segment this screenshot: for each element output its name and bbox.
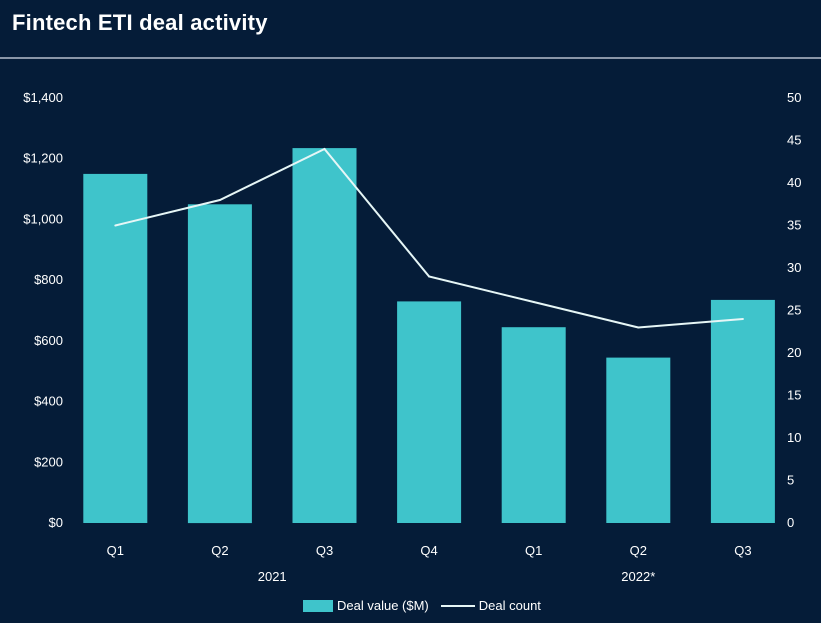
y-right-tick-label: 20 bbox=[787, 345, 801, 360]
legend-label-deal-value: Deal value ($M) bbox=[337, 598, 429, 613]
y-right-tick-label: 30 bbox=[787, 260, 801, 275]
y-right-tick-label: 35 bbox=[787, 218, 801, 233]
bar-deal-value-7 bbox=[710, 299, 775, 523]
legend: Deal value ($M) Deal count bbox=[303, 598, 541, 613]
y-right-tick-label: 15 bbox=[787, 388, 801, 403]
x-tick-label: Q1 bbox=[107, 543, 124, 558]
y-left-tick-label: $1,200 bbox=[23, 151, 63, 166]
point-deal-count-6 bbox=[637, 326, 640, 329]
y-right-tick-label: 50 bbox=[787, 90, 801, 105]
y-left-tick-label: $0 bbox=[49, 515, 63, 530]
legend-swatch-deal-count bbox=[440, 604, 475, 607]
line-layer bbox=[114, 147, 744, 329]
x-axis: Q1 Q2 Q3 Q4 Q1 Q2 Q3 2021 2022* bbox=[107, 543, 752, 584]
bar-deal-value-3 bbox=[292, 148, 357, 523]
x-tick-label: Q2 bbox=[630, 543, 647, 558]
left-axis: $0 $200 $400 $600 $800 $1,000 $1,200 $1,400 bbox=[23, 90, 63, 530]
point-deal-count-4 bbox=[428, 275, 431, 278]
x-tick-label: Q4 bbox=[420, 543, 437, 558]
x-group-label: 2022* bbox=[621, 569, 655, 584]
y-left-tick-label: $400 bbox=[34, 394, 63, 409]
point-deal-count-5 bbox=[532, 301, 535, 303]
bar-deal-value-6 bbox=[606, 357, 671, 523]
y-left-tick-label: $800 bbox=[34, 272, 63, 287]
y-right-tick-label: 0 bbox=[787, 515, 794, 530]
y-right-tick-label: 40 bbox=[787, 175, 801, 190]
bar-deal-value-4 bbox=[397, 301, 462, 523]
right-axis: 0 5 10 15 20 25 30 35 40 45 50 bbox=[787, 90, 801, 530]
y-right-tick-label: 45 bbox=[787, 133, 801, 148]
bar-deal-value-2 bbox=[187, 204, 252, 524]
bar-deal-value-1 bbox=[83, 173, 148, 523]
x-tick-label: Q3 bbox=[734, 543, 751, 558]
y-left-tick-label: $1,400 bbox=[23, 90, 63, 105]
chart-title: Fintech ETI deal activity bbox=[12, 10, 268, 35]
point-deal-count-7 bbox=[741, 318, 744, 320]
y-right-tick-label: 10 bbox=[787, 430, 801, 445]
y-left-tick-label: $1,000 bbox=[23, 211, 63, 226]
x-tick-label: Q2 bbox=[211, 543, 228, 558]
x-tick-label: Q1 bbox=[525, 543, 542, 558]
legend-label-deal-count: Deal count bbox=[478, 598, 541, 613]
bar-deal-value-5 bbox=[501, 327, 566, 523]
title-divider bbox=[0, 57, 821, 59]
point-deal-count-1 bbox=[114, 224, 117, 227]
x-tick-label: Q3 bbox=[316, 543, 333, 558]
bars-layer bbox=[83, 148, 775, 524]
y-right-tick-label: 25 bbox=[787, 303, 801, 318]
point-deal-count-3 bbox=[323, 148, 326, 150]
y-left-tick-label: $200 bbox=[34, 454, 63, 469]
y-right-tick-label: 5 bbox=[787, 473, 794, 488]
point-deal-count-2 bbox=[218, 199, 221, 201]
x-group-label: 2021 bbox=[258, 569, 287, 584]
y-left-tick-label: $600 bbox=[34, 333, 63, 348]
legend-swatch-deal-value bbox=[303, 599, 333, 612]
